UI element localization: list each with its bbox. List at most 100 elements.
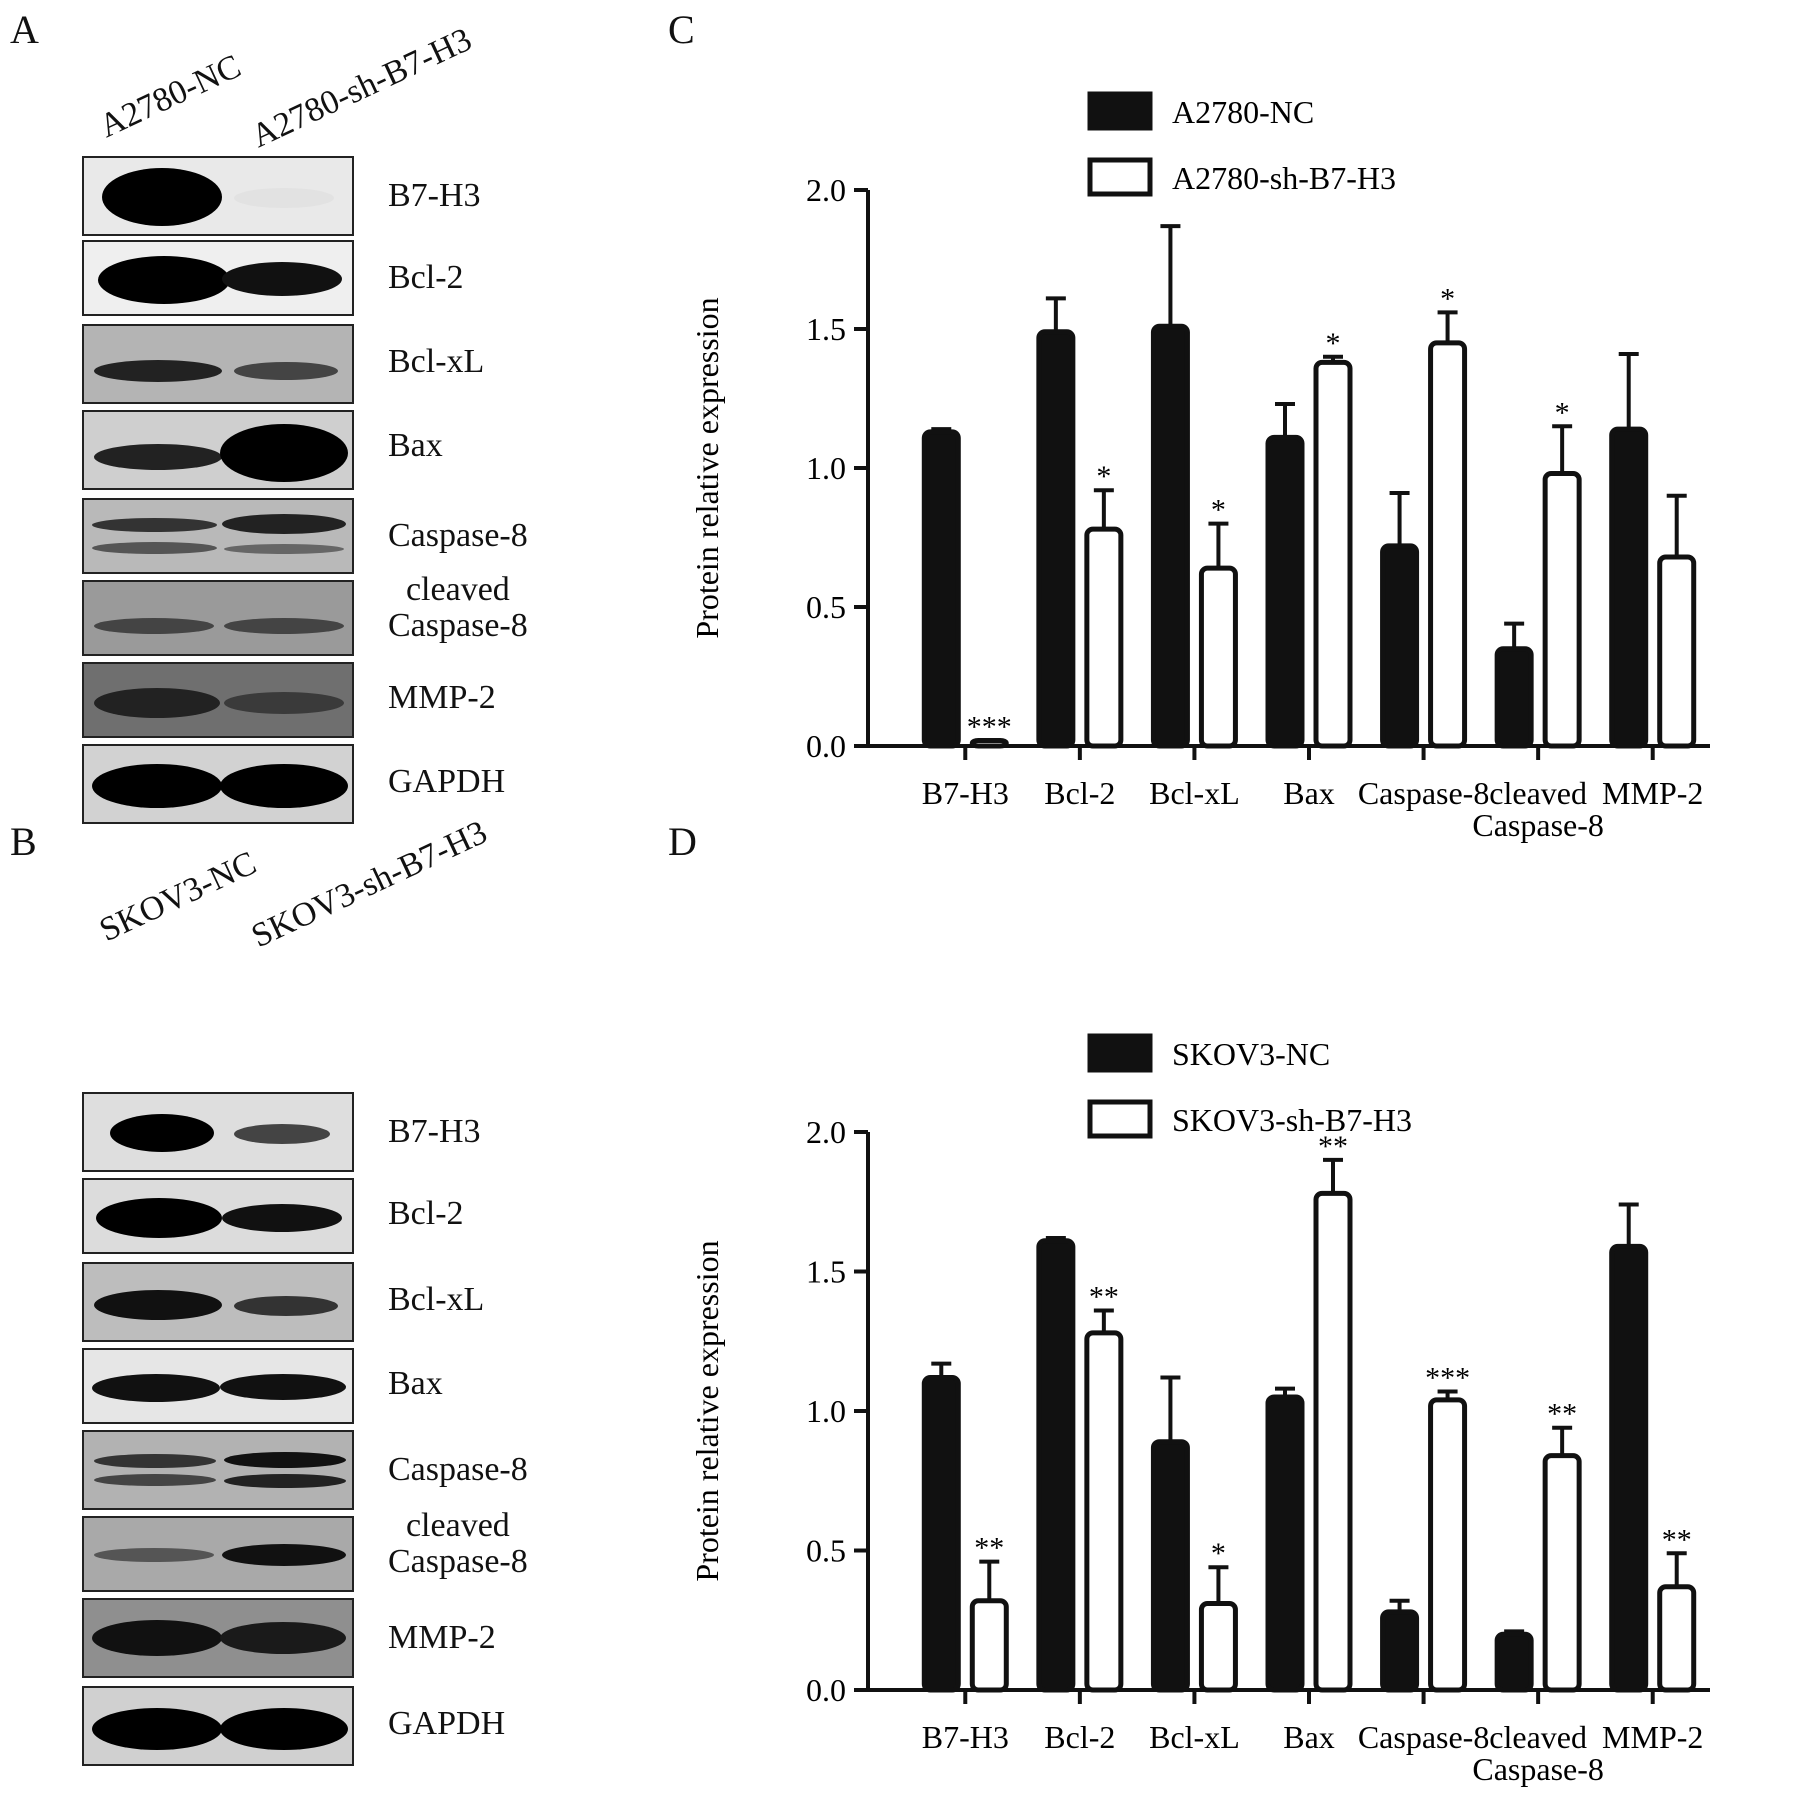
band [220, 764, 348, 808]
blot-row-a-caspase8 [82, 498, 354, 574]
bar-1 [1198, 1601, 1238, 1693]
bar-1 [1428, 340, 1468, 749]
y-tick-label: 0.5 [806, 1533, 846, 1569]
band [110, 1114, 214, 1152]
bar-0 [921, 429, 961, 749]
band [234, 188, 334, 208]
band [234, 1124, 330, 1144]
blot-label-a-bcl2: Bcl-2 [388, 259, 464, 296]
band [220, 1708, 348, 1750]
band [222, 1204, 342, 1232]
bar-1 [1542, 471, 1582, 749]
band [96, 1198, 222, 1238]
blot-label-b-bclxl: Bcl-xL [388, 1281, 485, 1318]
blot-row-a-bcl2 [82, 240, 354, 316]
band [94, 360, 222, 382]
significance-label: ** [1089, 1281, 1119, 1314]
x-tick-label: Bax [1283, 1719, 1335, 1755]
blot-row-b-bclxl [82, 1262, 354, 1342]
legend-swatch-1 [1087, 1099, 1153, 1139]
legend-swatch-1 [1087, 157, 1153, 197]
blot-label-b-bax: Bax [388, 1365, 443, 1402]
blot-row-a-cleaved-caspase8 [82, 580, 354, 656]
panel-letter-c: C [668, 7, 695, 52]
band [234, 1296, 338, 1316]
legend-swatch-0 [1087, 1033, 1153, 1073]
y-tick-label: 1.0 [806, 1393, 846, 1429]
bar-chart-c: 0.0 0.5 1.0 1.5 2.0 Protein relative expressi… [689, 91, 1710, 843]
x-tick-label: B7-H3 [922, 1719, 1009, 1755]
blot-row-b-bcl2 [82, 1178, 354, 1254]
bar-0 [1494, 646, 1534, 749]
band [94, 1474, 216, 1486]
legend-label-1: SKOV3-sh-B7-H3 [1172, 1102, 1412, 1138]
y-axis-label: Protein relative expression [689, 297, 725, 638]
blot-row-a-gapdh [82, 744, 354, 824]
band [92, 1708, 222, 1750]
x-tick-label: Bcl-2 [1044, 775, 1115, 811]
band [224, 618, 344, 634]
bar-0 [1150, 1439, 1190, 1693]
band [222, 514, 346, 534]
bar-1 [1084, 1330, 1124, 1693]
blot-label-a-b7h3: B7-H3 [388, 177, 481, 214]
x-tick-label: Caspase-8 [1358, 775, 1490, 811]
y-tick-label: 0.5 [806, 589, 846, 625]
blot-label-b-bcl2: Bcl-2 [388, 1195, 464, 1232]
band [234, 362, 338, 380]
blot-label-a-bax: Bax [388, 427, 443, 464]
y-tick-label: 0.0 [806, 1672, 846, 1708]
band [94, 618, 214, 634]
blot-label-a-cleaved-caspase8: cleaved Caspase-8 [388, 571, 528, 644]
significance-label: ** [974, 1532, 1004, 1565]
blot-label-b-gapdh: GAPDH [388, 1705, 506, 1742]
blot-row-b-mmp2 [82, 1598, 354, 1678]
significance-label: *** [967, 710, 1012, 743]
blot-label-b-mmp2: MMP-2 [388, 1619, 496, 1656]
band [94, 1548, 214, 1562]
x-tick-label: MMP-2 [1602, 775, 1703, 811]
significance-label: ** [1318, 1130, 1348, 1163]
band [92, 542, 217, 554]
blot-row-a-mmp2 [82, 662, 354, 738]
band [220, 424, 348, 482]
blot-row-a-bclxl [82, 324, 354, 404]
significance-label: ** [1547, 1398, 1577, 1431]
blot-row-b-cleaved-caspase8 [82, 1516, 354, 1592]
band [98, 256, 230, 304]
significance-label: * [1555, 396, 1570, 429]
bar-0 [1494, 1631, 1534, 1693]
y-axis-label: Protein relative expression [689, 1240, 725, 1581]
x-tick-label: B7-H3 [922, 775, 1009, 811]
significance-label: * [1211, 1537, 1226, 1570]
bar-1 [1428, 1397, 1468, 1693]
bar-0 [1609, 426, 1649, 749]
blot-label-b-caspase8: Caspase-8 [388, 1451, 528, 1488]
x-tick-label: Caspase-8 [1358, 1719, 1490, 1755]
band [92, 764, 222, 808]
bar-0 [1036, 1238, 1076, 1693]
blot-label-b-cleaved-caspase8: cleaved Caspase-8 [388, 1507, 528, 1580]
significance-label: * [1440, 282, 1455, 315]
x-tick-label: cleaved Caspase-8 [1472, 1719, 1604, 1787]
y-tick-label: 2.0 [806, 1114, 846, 1150]
x-tick-label: MMP-2 [1602, 1719, 1703, 1755]
bar-1 [1313, 1190, 1353, 1693]
legend-swatch-0 [1087, 91, 1153, 131]
band [220, 1622, 346, 1654]
band [94, 688, 220, 718]
y-tick-label: 0.0 [806, 728, 846, 764]
legend-label-0: SKOV3-NC [1172, 1036, 1330, 1072]
panel-letter-b: B [10, 819, 37, 864]
band [222, 262, 342, 296]
x-tick-label: Bcl-xL [1149, 775, 1240, 811]
bar-0 [1036, 329, 1076, 749]
panel-letter-a: A [10, 7, 39, 52]
bar-0 [1265, 434, 1305, 749]
band [220, 1374, 346, 1400]
blot-row-b-bax [82, 1348, 354, 1424]
blot-row-b-b7h3 [82, 1092, 354, 1172]
bar-0 [1265, 1394, 1305, 1693]
band [224, 1474, 346, 1488]
